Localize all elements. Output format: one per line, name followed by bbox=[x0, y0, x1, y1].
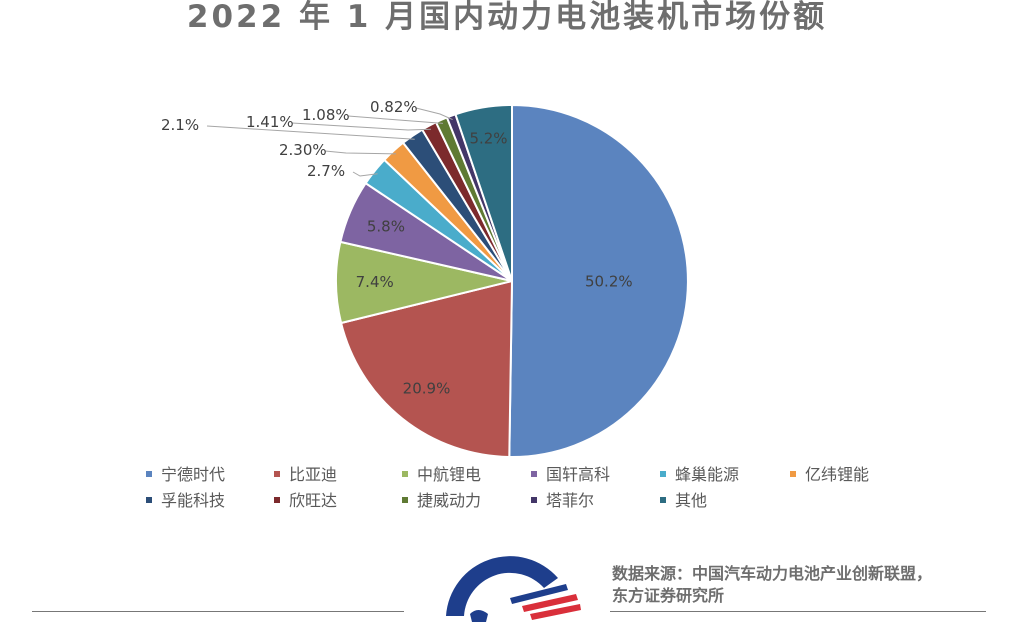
legend-label: 亿纬锂能 bbox=[805, 465, 870, 484]
legend-swatch bbox=[531, 470, 537, 477]
data-label-8: 1.41% bbox=[246, 113, 294, 131]
source-line-2: 东方证券研究所 bbox=[612, 586, 725, 605]
leader-line-8 bbox=[291, 122, 431, 131]
pie-slice-11 bbox=[454, 103, 513, 282]
data-label-2: 20.9% bbox=[403, 379, 451, 397]
pie-chart: 50.2% 20.9% 7.4% 5.8% 2.7% 2.30% 2.1% 1.41% 1.08… bbox=[161, 98, 689, 458]
leader-line-5 bbox=[352, 171, 378, 177]
legend-swatch bbox=[146, 470, 152, 477]
leader-line-7 bbox=[206, 125, 415, 140]
legend-swatch bbox=[402, 496, 408, 503]
legend-swatch bbox=[660, 496, 666, 503]
legend-label: 蜂巢能源 bbox=[675, 465, 740, 484]
data-label-11: 5.2% bbox=[469, 130, 507, 148]
legend-label: 比亚迪 bbox=[289, 465, 338, 484]
legend-label: 捷威动力 bbox=[417, 491, 482, 510]
legend-label: 塔菲尔 bbox=[546, 491, 595, 510]
source-note: 数据来源：中国汽车动力电池产业创新联盟， 东方证券研究所 bbox=[612, 563, 932, 607]
data-label-9: 1.08% bbox=[302, 106, 350, 124]
legend-label: 国轩高科 bbox=[546, 465, 611, 484]
data-label-5: 2.7% bbox=[307, 162, 345, 180]
company-logo bbox=[446, 556, 581, 622]
data-labels: 50.2% 20.9% 7.4% 5.8% 2.7% 2.30% 2.1% 1.41% 1.08… bbox=[161, 98, 633, 397]
data-label-3: 7.4% bbox=[356, 273, 394, 291]
legend-item-10: 塔菲尔 bbox=[531, 490, 594, 512]
legend-item-8: 欣旺达 bbox=[274, 490, 337, 512]
legend-swatch bbox=[274, 470, 280, 477]
legend-label: 欣旺达 bbox=[289, 491, 338, 510]
legend-label: 其他 bbox=[675, 491, 708, 510]
data-label-7: 2.1% bbox=[161, 116, 199, 134]
legend-item-4: 国轩高科 bbox=[531, 464, 610, 486]
legend-swatch bbox=[146, 496, 152, 503]
legend-swatch bbox=[402, 470, 408, 477]
legend-item-7: 孚能科技 bbox=[146, 490, 225, 512]
legend-item-1: 宁德时代 bbox=[146, 464, 225, 486]
legend-item-5: 蜂巢能源 bbox=[660, 464, 739, 486]
data-label-4: 5.8% bbox=[367, 218, 405, 236]
pie-slices bbox=[335, 103, 689, 458]
pie-slice-1 bbox=[508, 103, 689, 458]
legend-label: 宁德时代 bbox=[161, 465, 226, 484]
leader-line-10 bbox=[415, 107, 453, 121]
legend-label: 中航锂电 bbox=[417, 465, 482, 484]
legend-item-3: 中航锂电 bbox=[402, 464, 481, 486]
chart-title: 2022 年 1 月国内动力电池装机市场份额 bbox=[186, 0, 828, 35]
legend-label: 孚能科技 bbox=[161, 491, 226, 510]
data-label-1: 50.2% bbox=[585, 273, 633, 291]
pie-slice-2 bbox=[339, 279, 514, 458]
source-line-1: 数据来源：中国汽车动力电池产业创新联盟， bbox=[612, 564, 933, 583]
leader-lines bbox=[206, 107, 453, 177]
legend-item-9: 捷威动力 bbox=[402, 490, 481, 512]
legend-swatch bbox=[790, 470, 796, 477]
legend-item-11: 其他 bbox=[660, 490, 707, 512]
data-label-6: 2.30% bbox=[279, 141, 327, 159]
legend-item-2: 比亚迪 bbox=[274, 464, 337, 486]
leader-line-6 bbox=[324, 150, 397, 155]
footer-rule-right bbox=[610, 611, 986, 612]
legend-swatch bbox=[660, 470, 666, 477]
data-label-10: 0.82% bbox=[370, 98, 418, 116]
legend-item-6: 亿纬锂能 bbox=[790, 464, 869, 486]
leader-line-9 bbox=[347, 115, 444, 124]
legend-swatch bbox=[531, 496, 537, 503]
footer-rule-left bbox=[32, 611, 404, 612]
legend-swatch bbox=[274, 496, 280, 503]
